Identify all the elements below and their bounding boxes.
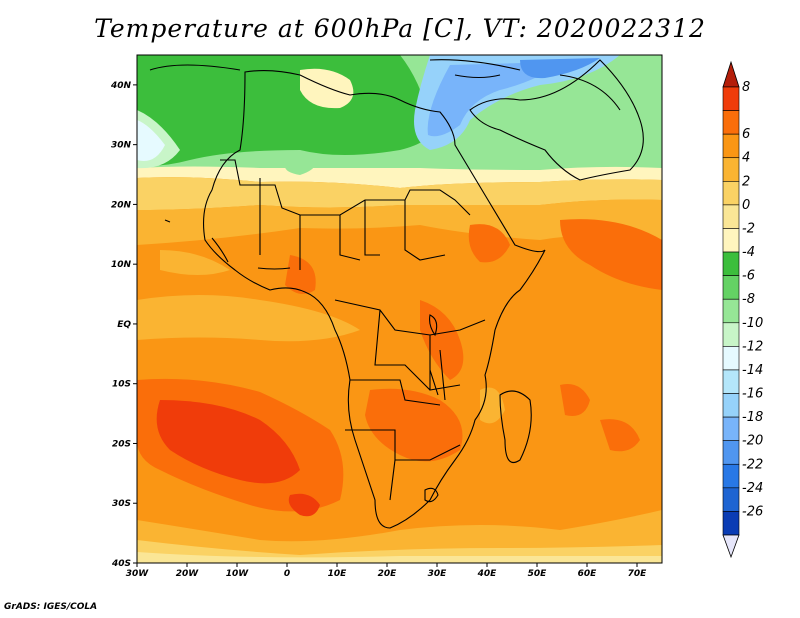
lon-tick-label: 50E <box>528 569 548 579</box>
colorbar-swatch <box>722 322 740 347</box>
colorbar-label: 2 <box>742 174 750 189</box>
colorbar-swatch <box>722 251 740 276</box>
colorbar-swatch <box>722 86 740 111</box>
colorbar-swatch <box>722 440 740 465</box>
colorbar-swatch <box>722 228 740 253</box>
lon-tick-label: 30W <box>126 569 150 579</box>
colorbar-label: -12 <box>742 339 763 354</box>
lon-tick-label: 60E <box>578 569 598 579</box>
colorbar-label: -22 <box>742 457 763 472</box>
colorbar-bottom-arrow <box>722 534 740 559</box>
lat-tick-label: 40N <box>110 81 132 91</box>
lat-tick-label: 30S <box>112 499 131 509</box>
colorbar-label: -24 <box>742 481 763 496</box>
colorbar-label: -16 <box>742 387 763 402</box>
colorbar-swatch <box>722 369 740 394</box>
colorbar-label: -8 <box>742 292 755 307</box>
lat-tick-label: 10N <box>111 260 132 270</box>
colorbar-swatch <box>722 511 740 536</box>
coastlines <box>149 59 644 529</box>
lon-tick-label: 20E <box>378 569 398 579</box>
colorbar-swatch <box>722 393 740 418</box>
colorbar-label: -14 <box>742 363 763 378</box>
colorbar-swatch <box>722 298 740 324</box>
lon-tick-label: 40E <box>477 569 498 579</box>
lat-tick-label: 40S <box>111 559 131 569</box>
colorbar-swatch <box>722 110 740 135</box>
longitude-axis: 30W 20W 10W 0 10E 20E 30E 40E 50E 60E 70E <box>126 563 647 579</box>
colorbar-label: -20 <box>742 434 763 449</box>
colorbar-swatch <box>722 346 740 371</box>
colorbar-swatch <box>722 133 740 159</box>
lon-tick-label: 20W <box>176 569 200 579</box>
temperature-field <box>137 55 662 563</box>
colorbar-swatch <box>722 275 740 300</box>
colorbar-swatch <box>722 181 740 206</box>
colorbar-swatch <box>722 487 740 512</box>
colorbar-label: -2 <box>742 221 755 236</box>
colorbar-label: -10 <box>742 316 763 331</box>
colorbar-label: 8 <box>742 80 750 95</box>
lat-tick-label: 10S <box>112 380 131 390</box>
colorbar-swatch <box>722 204 740 229</box>
lat-tick-label: 30N <box>111 141 132 151</box>
colorbar-label: 0 <box>742 198 750 213</box>
colorbar-label: 4 <box>742 151 750 166</box>
colorbar-top-arrow <box>722 60 740 88</box>
colorbar-label: -18 <box>742 410 763 425</box>
lon-tick-label: 30E <box>428 569 448 579</box>
credit-text: GrADS: IGES/COLA <box>4 602 98 612</box>
lat-tick-label: EQ <box>117 320 131 330</box>
map-frame <box>136 54 663 564</box>
colorbar-label: -4 <box>742 245 755 260</box>
colorbar-label: 6 <box>742 127 750 142</box>
colorbar-swatch <box>722 416 740 441</box>
lon-tick-label: 10E <box>328 569 348 579</box>
lat-tick-label: 20N <box>111 200 132 210</box>
colorbar: 8 6 4 2 0 -2 -4 -6 -8 -10 -12 -14 -16 -18 -20 -22 -24 -26 <box>722 60 763 559</box>
map-title: Temperature at 600hPa [C], VT: 202002231… <box>94 14 706 43</box>
colorbar-swatch <box>722 463 740 489</box>
lat-tick-label: 20S <box>112 439 131 449</box>
colorbar-swatch <box>722 157 740 182</box>
lon-tick-label: 10W <box>226 569 250 579</box>
latitude-axis: 40N 30N 20N 10N EQ 10S 20S 30S 40S <box>110 81 137 569</box>
colorbar-label: -26 <box>742 504 763 519</box>
lon-tick-label: 70E <box>628 569 648 579</box>
lon-tick-label: 0 <box>284 569 290 579</box>
colorbar-label: -6 <box>742 269 755 284</box>
